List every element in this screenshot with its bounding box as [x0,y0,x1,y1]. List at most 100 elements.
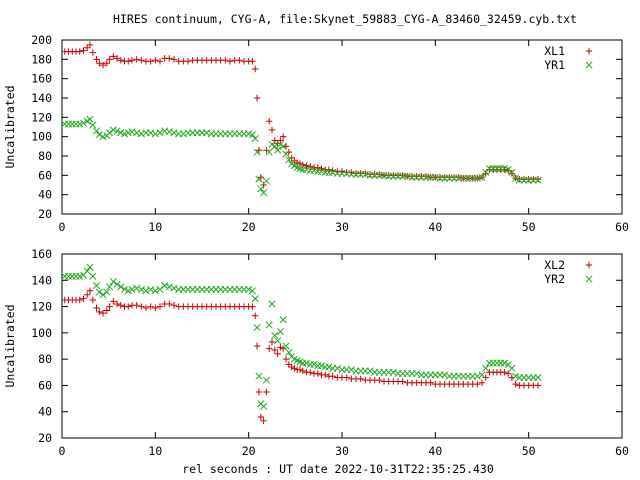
data-point [333,364,341,372]
data-point [89,272,97,280]
series-XL1 [61,41,542,189]
data-point [61,120,69,128]
data-point [504,370,512,377]
data-point [279,316,287,324]
data-point [147,303,154,310]
data-point [103,307,110,314]
data-point [84,44,91,51]
data-point [427,379,434,386]
y-tick-label: 80 [38,149,52,163]
data-point [166,55,173,62]
data-point [268,338,276,346]
y-tick-label: 180 [31,52,52,66]
data-point [142,287,150,295]
x-tick-label: 10 [148,220,162,234]
series-XL2 [61,287,542,425]
data-point [125,303,132,310]
data-point [257,413,264,421]
data-point [455,174,462,181]
data-point [92,127,101,135]
data-point [96,308,103,316]
data-point [120,285,129,294]
data-point [508,168,516,176]
y-tick-label: 100 [31,326,52,340]
x-tick-label: 20 [242,220,256,234]
series-YR1 [61,115,542,197]
y-tick-label: 60 [38,378,52,392]
data-point [133,284,141,292]
y-tick-label: 20 [38,207,52,221]
data-point [170,302,178,309]
data-point [274,350,281,358]
data-point [512,174,520,182]
data-point [508,170,516,177]
y-axis-label: Uncalibrated [3,304,17,387]
data-point [282,355,290,363]
x-tick-label: 20 [242,444,256,458]
data-point [138,57,145,64]
data-point [253,324,261,332]
data-point [203,129,211,137]
data-point [512,380,519,388]
data-point [257,185,265,193]
data-point [285,148,292,156]
data-point [325,363,333,371]
data-point [113,300,121,308]
data-point [343,374,350,381]
data-point [170,284,178,292]
data-point [260,181,267,189]
data-point [534,176,542,183]
x-axis-label: rel seconds : UT date 2022-10-31T22:35:2… [182,462,494,476]
data-point [61,272,69,280]
data-point [277,137,284,144]
y-tick-label: 160 [31,72,52,86]
data-point [109,278,117,286]
data-point [76,48,83,55]
data-point [248,287,256,295]
data-point [501,369,508,376]
x-tick-label: 30 [335,444,349,458]
data-point [110,298,117,305]
data-point [156,285,164,294]
data-point [170,129,178,137]
data-point [422,173,430,180]
data-point [376,171,383,178]
data-point [147,58,154,65]
data-point [282,342,290,350]
data-point [113,127,121,135]
y-tick-label: 140 [31,91,52,105]
data-point [366,367,374,375]
data-point [89,296,96,304]
data-point [508,364,516,372]
data-point [253,342,261,350]
y-tick-label: 60 [38,168,52,182]
data-point [329,373,336,380]
legend-marker [585,61,593,69]
data-point [260,417,267,425]
data-point [249,303,256,310]
data-point [271,137,278,144]
data-point [64,272,73,280]
data-point [482,374,489,381]
data-point [376,376,383,384]
data-point [151,130,159,138]
x-tick-label: 0 [59,220,66,234]
data-point [285,349,293,357]
plot-frame [61,253,623,439]
data-point [156,303,164,310]
data-point [478,379,486,386]
data-point [347,366,355,374]
y-tick-label: 20 [38,431,52,445]
data-point [271,142,279,150]
data-point [113,55,121,62]
data-point [68,272,76,280]
data-point [260,402,268,411]
data-point [282,150,290,158]
data-point [117,283,125,291]
data-point [93,56,100,63]
data-point [166,300,173,308]
data-point [296,160,304,167]
data-point [489,359,497,367]
legend-label: XL2 [544,258,565,272]
y-axis-label: Uncalibrated [3,85,17,168]
